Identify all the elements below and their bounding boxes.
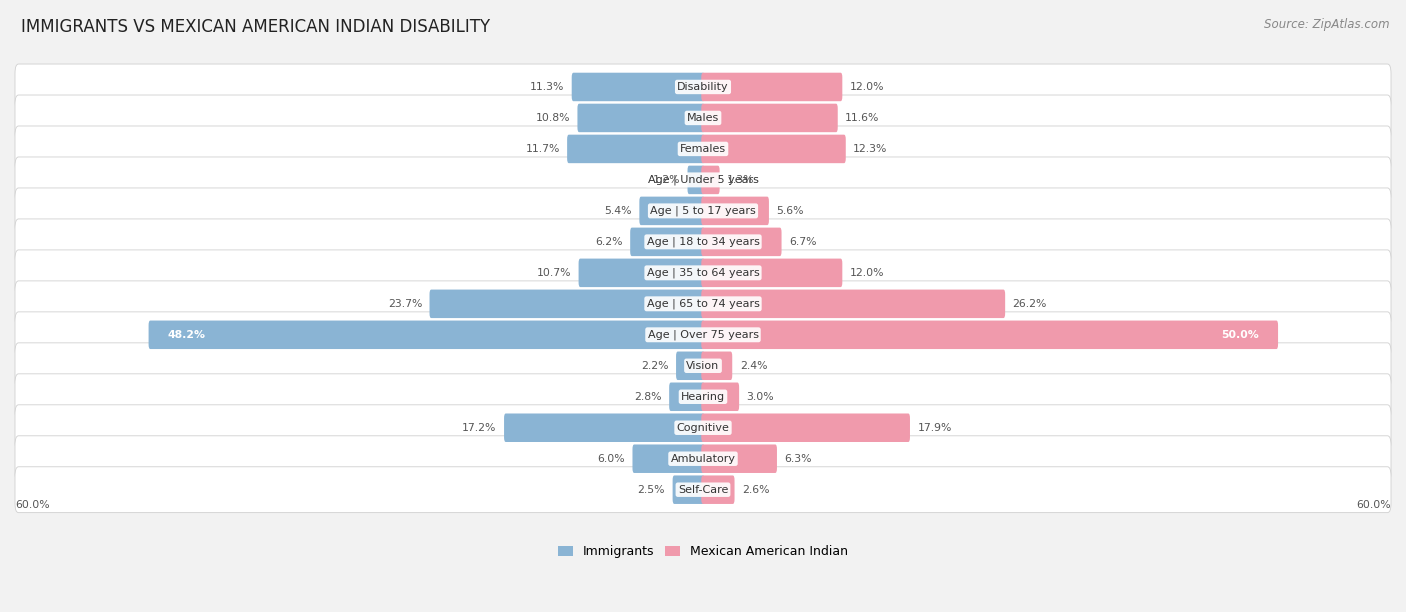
Text: 12.3%: 12.3% <box>853 144 887 154</box>
Text: 60.0%: 60.0% <box>15 500 49 510</box>
Text: 11.3%: 11.3% <box>530 82 564 92</box>
Text: 26.2%: 26.2% <box>1012 299 1047 309</box>
Text: 10.7%: 10.7% <box>537 268 571 278</box>
Text: Cognitive: Cognitive <box>676 423 730 433</box>
FancyBboxPatch shape <box>669 382 704 411</box>
FancyBboxPatch shape <box>567 135 704 163</box>
FancyBboxPatch shape <box>702 259 842 287</box>
FancyBboxPatch shape <box>15 405 1391 450</box>
FancyBboxPatch shape <box>15 64 1391 110</box>
Text: 11.6%: 11.6% <box>845 113 880 123</box>
FancyBboxPatch shape <box>633 444 704 473</box>
Text: Ambulatory: Ambulatory <box>671 453 735 464</box>
FancyBboxPatch shape <box>15 188 1391 234</box>
FancyBboxPatch shape <box>15 343 1391 389</box>
FancyBboxPatch shape <box>572 73 704 101</box>
FancyBboxPatch shape <box>15 126 1391 172</box>
Text: Females: Females <box>681 144 725 154</box>
FancyBboxPatch shape <box>630 228 704 256</box>
Text: 60.0%: 60.0% <box>1357 500 1391 510</box>
Text: 2.6%: 2.6% <box>742 485 769 494</box>
Text: 1.2%: 1.2% <box>652 175 681 185</box>
Text: 48.2%: 48.2% <box>167 330 205 340</box>
FancyBboxPatch shape <box>702 135 846 163</box>
Text: Males: Males <box>688 113 718 123</box>
FancyBboxPatch shape <box>429 289 704 318</box>
Text: 17.2%: 17.2% <box>463 423 496 433</box>
Text: Disability: Disability <box>678 82 728 92</box>
FancyBboxPatch shape <box>149 321 704 349</box>
Text: 23.7%: 23.7% <box>388 299 422 309</box>
FancyBboxPatch shape <box>640 196 704 225</box>
FancyBboxPatch shape <box>702 321 1278 349</box>
Text: 12.0%: 12.0% <box>849 268 884 278</box>
FancyBboxPatch shape <box>688 166 704 194</box>
Text: 3.0%: 3.0% <box>747 392 775 401</box>
Text: 2.4%: 2.4% <box>740 361 768 371</box>
FancyBboxPatch shape <box>15 312 1391 358</box>
FancyBboxPatch shape <box>15 250 1391 296</box>
FancyBboxPatch shape <box>702 73 842 101</box>
Text: 50.0%: 50.0% <box>1222 330 1260 340</box>
Text: Age | 18 to 34 years: Age | 18 to 34 years <box>647 237 759 247</box>
Text: 2.8%: 2.8% <box>634 392 662 401</box>
Text: 10.8%: 10.8% <box>536 113 569 123</box>
Text: Age | Over 75 years: Age | Over 75 years <box>648 329 758 340</box>
FancyBboxPatch shape <box>579 259 704 287</box>
FancyBboxPatch shape <box>672 476 704 504</box>
Text: 12.0%: 12.0% <box>849 82 884 92</box>
Text: Self-Care: Self-Care <box>678 485 728 494</box>
FancyBboxPatch shape <box>15 467 1391 513</box>
Text: Source: ZipAtlas.com: Source: ZipAtlas.com <box>1264 18 1389 31</box>
Text: 11.7%: 11.7% <box>526 144 560 154</box>
FancyBboxPatch shape <box>702 444 778 473</box>
FancyBboxPatch shape <box>15 374 1391 420</box>
FancyBboxPatch shape <box>702 103 838 132</box>
FancyBboxPatch shape <box>702 196 769 225</box>
Text: IMMIGRANTS VS MEXICAN AMERICAN INDIAN DISABILITY: IMMIGRANTS VS MEXICAN AMERICAN INDIAN DI… <box>21 18 491 36</box>
Text: Age | Under 5 years: Age | Under 5 years <box>648 174 758 185</box>
Text: Vision: Vision <box>686 361 720 371</box>
FancyBboxPatch shape <box>15 219 1391 265</box>
FancyBboxPatch shape <box>505 414 704 442</box>
Text: 1.3%: 1.3% <box>727 175 755 185</box>
Text: Age | 35 to 64 years: Age | 35 to 64 years <box>647 267 759 278</box>
Text: 6.2%: 6.2% <box>595 237 623 247</box>
Text: Age | 5 to 17 years: Age | 5 to 17 years <box>650 206 756 216</box>
Text: Age | 65 to 74 years: Age | 65 to 74 years <box>647 299 759 309</box>
FancyBboxPatch shape <box>15 436 1391 482</box>
Text: 6.3%: 6.3% <box>785 453 811 464</box>
Text: 6.0%: 6.0% <box>598 453 626 464</box>
FancyBboxPatch shape <box>676 351 704 380</box>
Text: 2.5%: 2.5% <box>638 485 665 494</box>
Text: 6.7%: 6.7% <box>789 237 817 247</box>
FancyBboxPatch shape <box>15 157 1391 203</box>
Legend: Immigrants, Mexican American Indian: Immigrants, Mexican American Indian <box>553 540 853 563</box>
Text: 2.2%: 2.2% <box>641 361 669 371</box>
FancyBboxPatch shape <box>578 103 704 132</box>
FancyBboxPatch shape <box>702 351 733 380</box>
Text: 5.4%: 5.4% <box>605 206 631 216</box>
FancyBboxPatch shape <box>15 95 1391 141</box>
FancyBboxPatch shape <box>15 281 1391 327</box>
FancyBboxPatch shape <box>702 166 720 194</box>
FancyBboxPatch shape <box>702 476 734 504</box>
FancyBboxPatch shape <box>702 382 740 411</box>
Text: Hearing: Hearing <box>681 392 725 401</box>
Text: 5.6%: 5.6% <box>776 206 804 216</box>
Text: 17.9%: 17.9% <box>918 423 952 433</box>
FancyBboxPatch shape <box>702 414 910 442</box>
FancyBboxPatch shape <box>702 289 1005 318</box>
FancyBboxPatch shape <box>702 228 782 256</box>
